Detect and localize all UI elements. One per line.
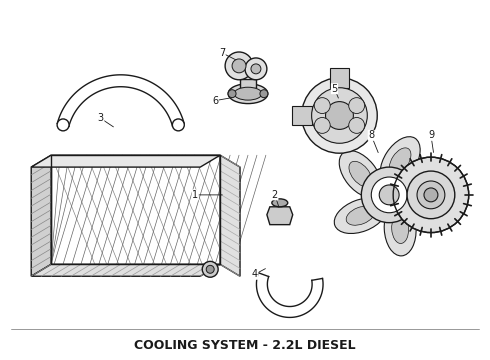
Circle shape	[393, 157, 469, 233]
Ellipse shape	[339, 150, 382, 198]
Text: COOLING SYSTEM - 2.2L DIESEL: COOLING SYSTEM - 2.2L DIESEL	[134, 339, 356, 352]
Text: 7: 7	[219, 48, 225, 58]
Text: 9: 9	[428, 130, 434, 140]
Ellipse shape	[392, 214, 409, 243]
Ellipse shape	[346, 206, 375, 225]
Text: 6: 6	[212, 96, 218, 105]
Circle shape	[379, 185, 399, 205]
Circle shape	[302, 78, 377, 153]
Circle shape	[371, 177, 407, 213]
Circle shape	[314, 117, 330, 133]
Circle shape	[424, 188, 438, 202]
Text: 2: 2	[271, 190, 278, 200]
Polygon shape	[31, 155, 51, 276]
Circle shape	[245, 58, 267, 80]
Ellipse shape	[390, 148, 411, 175]
Circle shape	[251, 64, 261, 74]
Circle shape	[228, 90, 236, 98]
Ellipse shape	[410, 186, 440, 204]
Circle shape	[417, 181, 445, 209]
Ellipse shape	[349, 161, 372, 187]
Circle shape	[225, 52, 253, 80]
Circle shape	[312, 88, 368, 143]
Circle shape	[202, 261, 218, 277]
Ellipse shape	[334, 198, 387, 234]
Circle shape	[349, 98, 365, 113]
Circle shape	[260, 90, 268, 98]
Ellipse shape	[228, 84, 268, 104]
Ellipse shape	[380, 137, 420, 186]
Text: 8: 8	[368, 130, 374, 140]
Polygon shape	[220, 155, 240, 276]
Polygon shape	[31, 155, 220, 167]
Polygon shape	[329, 68, 349, 88]
Polygon shape	[240, 79, 256, 88]
Circle shape	[57, 119, 69, 131]
Ellipse shape	[384, 201, 416, 256]
Circle shape	[232, 59, 246, 73]
Circle shape	[172, 119, 184, 131]
Polygon shape	[292, 105, 312, 125]
Text: 3: 3	[98, 113, 104, 123]
Ellipse shape	[234, 87, 262, 100]
Polygon shape	[267, 207, 293, 225]
Ellipse shape	[272, 199, 288, 207]
Circle shape	[314, 98, 330, 113]
Polygon shape	[57, 75, 184, 126]
Circle shape	[206, 265, 214, 273]
Circle shape	[349, 117, 365, 133]
Circle shape	[361, 167, 417, 223]
Text: 4: 4	[252, 269, 258, 279]
Polygon shape	[51, 155, 220, 264]
Ellipse shape	[398, 178, 451, 212]
Text: 1: 1	[192, 190, 198, 200]
Circle shape	[407, 171, 455, 219]
Circle shape	[325, 102, 353, 129]
Polygon shape	[31, 264, 220, 276]
Text: 5: 5	[331, 84, 338, 94]
Polygon shape	[256, 273, 323, 318]
